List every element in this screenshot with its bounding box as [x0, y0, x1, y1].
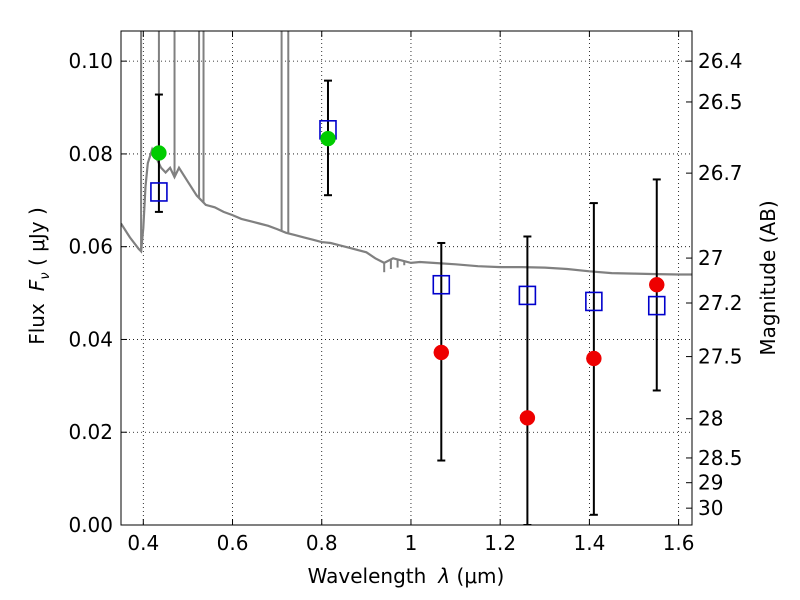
x-tick-label: 0.6 — [217, 531, 249, 555]
y2-tick-label: 27.5 — [698, 345, 743, 369]
observed-data-point — [151, 145, 167, 161]
sed-model-curve — [121, 146, 692, 276]
y2-tick-label: 29 — [698, 471, 723, 495]
x-tick-label: 1.6 — [663, 531, 695, 555]
x-tick-label: 1 — [405, 531, 418, 555]
x-tick-label: 0.4 — [127, 531, 159, 555]
grid-lines — [121, 31, 692, 526]
y-axis-label: FluxFν ( μJy ) — [25, 207, 53, 345]
axes: 0.4 0.6 0.8 1 1.2 1.4 1.6 0.00 0.02 0.04 0.06 0.08 0… — [68, 31, 743, 555]
plot-frame — [120, 30, 693, 526]
observed-data-point — [433, 344, 450, 361]
y2-tick-label: 26.4 — [698, 49, 743, 73]
x-tick-label: 1.2 — [484, 531, 516, 555]
plot-area — [121, 31, 692, 525]
y2-tick-label: 28.5 — [698, 446, 743, 470]
y2-tick-label: 26.5 — [698, 90, 743, 114]
y2-axis-label: Magnitude (AB) — [756, 200, 780, 355]
model-photometry-square — [647, 295, 666, 316]
observed-data-point — [649, 276, 665, 293]
model-photometry-square — [518, 285, 537, 306]
y-tick-label: 0.04 — [68, 327, 113, 351]
observed-data-point — [320, 130, 336, 147]
y2-tick-label: 27.2 — [698, 291, 743, 315]
model-photometry-square — [585, 291, 603, 312]
x-tick-label: 1.4 — [573, 531, 605, 555]
model-photometry-square — [150, 182, 168, 202]
model-photometry-square — [432, 274, 451, 295]
y2-tick-label: 30 — [698, 496, 723, 520]
y-tick-label: 0.10 — [68, 49, 113, 73]
y-tick-label: 0.00 — [68, 513, 113, 537]
observed-data-point — [519, 410, 536, 426]
y2-tick-label: 26.7 — [698, 161, 743, 185]
y2-tick-label: 28 — [698, 407, 723, 431]
x-axis-label: Wavelength λ (μm) — [308, 564, 505, 588]
y-tick-label: 0.06 — [68, 235, 113, 259]
y-tick-label: 0.08 — [68, 142, 113, 166]
x-tick-label: 0.8 — [306, 531, 338, 555]
y-tick-label: 0.02 — [68, 420, 113, 444]
observed-data-point — [586, 350, 602, 367]
y2-tick-label: 27 — [698, 246, 723, 270]
